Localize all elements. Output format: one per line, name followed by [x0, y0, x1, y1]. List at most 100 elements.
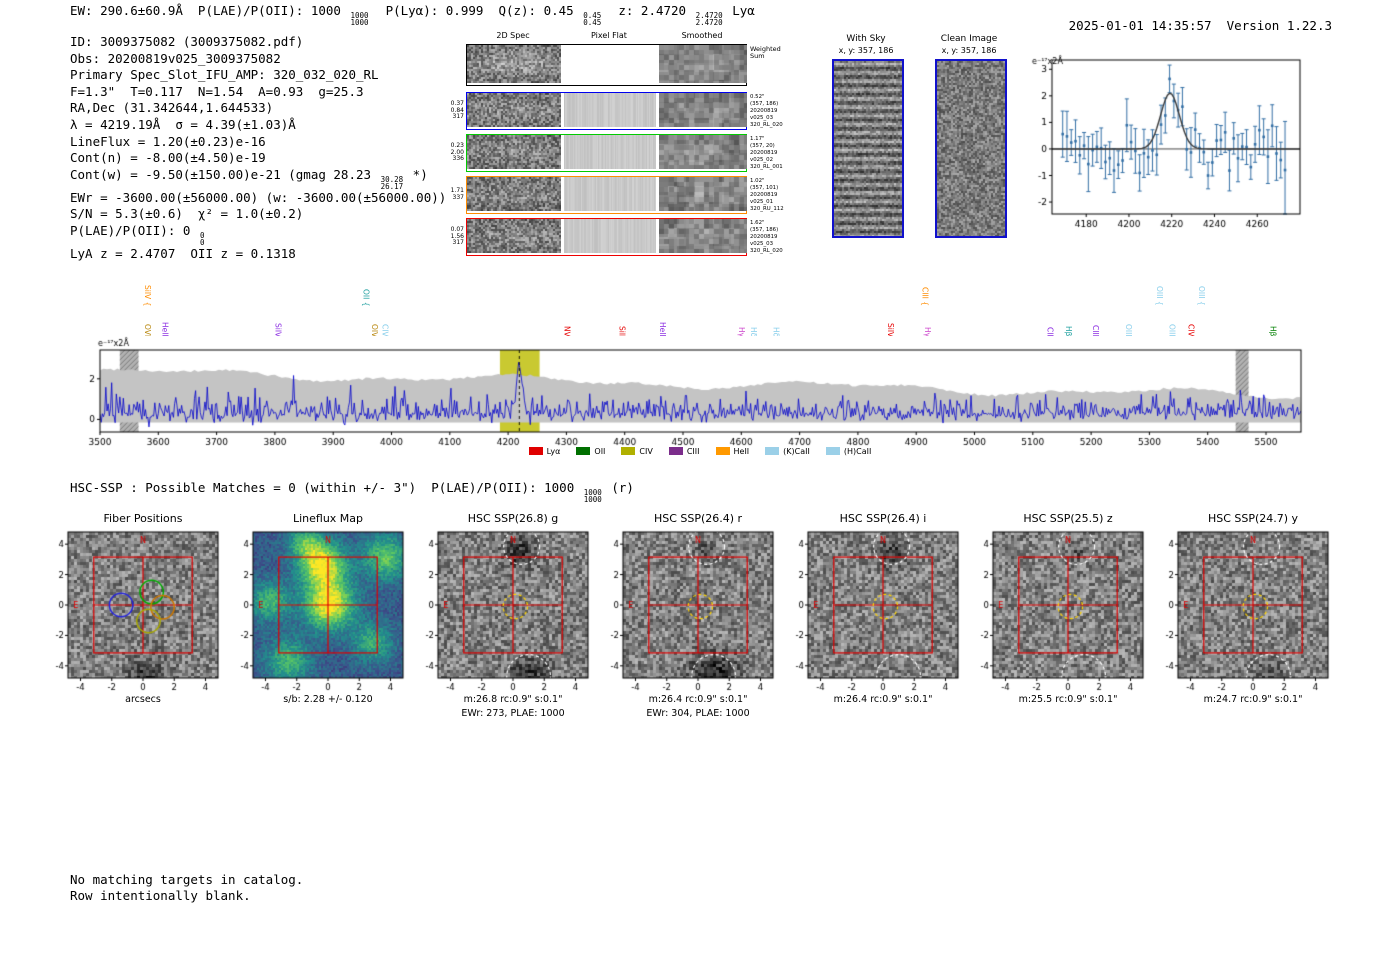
- cutout-image: [780, 528, 965, 694]
- info-line: RA,Dec (31.342644,1.644533): [70, 100, 446, 117]
- left-label-line: 0.23: [450, 141, 464, 149]
- twod-row: [466, 92, 747, 130]
- header-version: Version 1.22.3: [1226, 18, 1332, 33]
- text-segment: *): [405, 166, 428, 182]
- legend-item: OII: [576, 447, 605, 456]
- emission-line-marker: OIII {: [1196, 286, 1206, 306]
- legend-label: HeII: [733, 446, 750, 456]
- legend-label: (H)CaII: [843, 446, 872, 456]
- legend-swatch: [825, 447, 840, 455]
- left-label-line: 317: [452, 239, 464, 247]
- legend-label: OII: [594, 446, 606, 456]
- cutout-caption: arcsecs: [125, 694, 161, 705]
- right-label-line: 1.62": [750, 220, 765, 226]
- text-segment: Cont(n) = -8.00(±4.50)e-19: [70, 150, 266, 166]
- right-label-line: v025_03: [750, 115, 774, 121]
- info-line: LyA z = 2.4707 OII z = 0.1318: [70, 246, 446, 263]
- right-label-line: 20200819: [750, 192, 778, 198]
- text-segment: ID: 3009375082 (3009375082.pdf): [70, 34, 304, 49]
- twod-row: [466, 134, 747, 172]
- text-segment: Obs: 20200819v025_3009375082: [70, 50, 281, 66]
- smoothed-image: [659, 93, 747, 127]
- left-label-line: 0.37: [450, 99, 464, 107]
- legend-item: Lyα: [528, 447, 560, 456]
- right-label-line: v025_03: [750, 241, 774, 247]
- header-right: 2025-01-01 14:35:57 Version 1.22.3: [1038, 3, 1332, 48]
- right-label-line: 1.17": [750, 136, 765, 142]
- withsky-image: [832, 59, 904, 238]
- emission-line-marker: OII {: [361, 288, 371, 306]
- info-line: Cont(n) = -8.00(±4.50)e-19: [70, 150, 446, 167]
- twod-row-left-label: 0.37 0.84 317: [438, 99, 464, 122]
- cutout-caption: m:26.4 rc:0.9" s:0.1": [833, 694, 933, 705]
- left-label-line: 2.00: [450, 148, 464, 156]
- text-segment: Cont(w) = -9.50(±150.00)e-21 (gmag 28.23: [70, 166, 379, 182]
- pixel-flat-image: [564, 93, 656, 127]
- zoom-spectrum-plot: [1030, 52, 1340, 240]
- legend-item: HeII: [715, 446, 750, 456]
- cutout-caption: m:25.5 rc:0.9" s:0.1": [1018, 694, 1118, 705]
- footer-notes: No matching targets in catalog. Row inte…: [70, 872, 303, 903]
- text-segment: z: 2.4720: [603, 3, 694, 18]
- fraction-bottom: 1000: [583, 495, 602, 504]
- info-block: ID: 3009375082 (3009375082.pdf) Obs: 2020…: [70, 34, 446, 263]
- twod-spec-image: [467, 45, 561, 83]
- twod-row: [466, 176, 747, 214]
- text-segment: Primary Spec_Slot_IFU_AMP: 320_032_020_R…: [70, 67, 379, 83]
- twod-row-right-label: 0.52" (357, 186) 20200819 v025_03 320_RL_020: [750, 94, 790, 129]
- right-label-line: v025_02: [750, 157, 774, 163]
- legend-item: (K)CaII: [765, 447, 810, 456]
- fraction-top: 30.28: [380, 174, 404, 184]
- pixel-flat-image: [564, 135, 656, 169]
- stacked-fraction: 30.28 26.17: [380, 174, 404, 191]
- cutout-caption: m:24.7 rc:0.9" s:0.1": [1203, 694, 1303, 705]
- legend-swatch: [765, 447, 780, 455]
- emission-line-marker: SiIV {: [142, 284, 152, 306]
- left-label-line: 337: [452, 194, 464, 201]
- legend-item: CIII: [668, 446, 700, 456]
- cutout-title: HSC SSP(26.4) i: [839, 512, 927, 525]
- legend-swatch: [576, 447, 591, 455]
- fraction-bottom: 0.45: [583, 18, 602, 27]
- twod-row-right-label: 1.02" (357, 101) 20200819 v025_01 320_RU_112: [750, 178, 790, 213]
- full-spectrum-plot: [78, 336, 1313, 452]
- cutout-caption: s/b: 2.28 +/- 0.120: [283, 694, 373, 705]
- legend-swatch: [528, 447, 543, 455]
- legend-label: (K)CaII: [783, 446, 810, 456]
- fraction-top: 0.45: [583, 11, 602, 20]
- twod-spec-image: [467, 93, 561, 127]
- stacked-fraction: 1000 1000: [583, 489, 602, 504]
- withsky-title: With Sky: [846, 34, 886, 44]
- fraction-top: 0: [199, 230, 205, 240]
- cutout-image: [410, 528, 595, 694]
- twod-row-left-label: 0.07 1.56 317: [438, 226, 464, 248]
- fraction-bottom: 26.17: [380, 181, 404, 191]
- fraction-bottom: 2.4720: [695, 18, 723, 27]
- header-summary: EW: 290.6±60.9Å P(LAE)/P(OII): 1000 1000…: [70, 3, 755, 26]
- fraction-bottom: 0: [199, 237, 205, 247]
- emission-line-marker: CIII {: [920, 286, 930, 306]
- twod-row: [466, 218, 747, 256]
- info-line: S/N = 5.3(±0.6) χ² = 1.0(±0.2): [70, 206, 446, 223]
- text-segment: RA,Dec (31.342644,1.644533): [70, 100, 274, 116]
- emission-line-marker: OIII {: [1154, 286, 1164, 306]
- spectrum-legend: Lyα OII CIV CIII HeII (K)CaII (H)CaII: [100, 444, 1300, 458]
- hsc-match-line: HSC-SSP : Possible Matches = 0 (within +…: [70, 480, 634, 503]
- text-segment: F=1.3" T=0.117 N=1.54 A=0.93 g=25.3: [70, 83, 364, 99]
- info-line: LineFlux = 1.20(±0.23)e-16: [70, 134, 446, 151]
- left-label-line: 317: [452, 113, 464, 121]
- info-line: Cont(w) = -9.50(±150.00)e-21 (gmag 28.23…: [70, 167, 446, 190]
- right-label-line: 20200819: [750, 150, 778, 156]
- cutout-image: [965, 528, 1150, 694]
- clean-title: Clean Image: [940, 34, 998, 44]
- legend-label: CIII: [686, 446, 700, 456]
- info-line: Obs: 20200819v025_3009375082: [70, 51, 446, 68]
- text-segment: S/N = 5.3(±0.6) χ² = 1.0(±0.2): [70, 206, 304, 222]
- right-label-line: 20200819: [750, 108, 778, 114]
- left-label-line: 336: [452, 155, 464, 163]
- text-segment: P(LAE)/P(OII): 0: [70, 222, 198, 238]
- colhdr-smoothed: Smoothed: [681, 31, 723, 40]
- twod-spec-image: [467, 177, 561, 211]
